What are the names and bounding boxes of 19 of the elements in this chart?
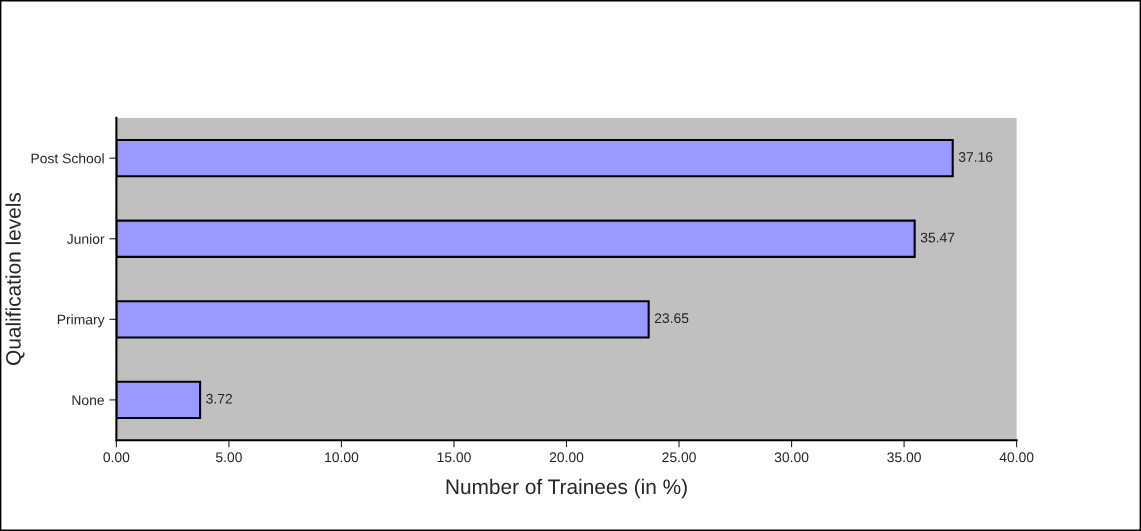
x-tick-label: 25.00 [662,452,696,463]
x-tick-label: 10.00 [325,452,359,463]
data-label: 3.72 [206,393,232,404]
x-axis-title: Number of Trainees (in %) [446,478,687,499]
x-tick-label: 40.00 [999,452,1034,463]
data-label: 37.16 [958,152,993,162]
data-label: 23.65 [654,313,689,324]
x-tick-label: 5.00 [215,452,242,463]
y-tick-label: Junior [66,233,105,244]
x-tick-label: 35.00 [887,452,921,463]
y-tick-label: Post School [31,153,104,164]
x-tick-label: 30.00 [774,452,809,463]
x-tick-label: 0.00 [103,452,130,463]
y-axis-title: Qualification levels [5,192,25,365]
y-tick-label: Primary [57,314,105,328]
x-tick-label: 15.00 [437,452,471,463]
data-label: 35.47 [920,232,955,243]
x-tick-label: 20.00 [549,452,584,463]
y-tick-label: None [72,395,104,406]
